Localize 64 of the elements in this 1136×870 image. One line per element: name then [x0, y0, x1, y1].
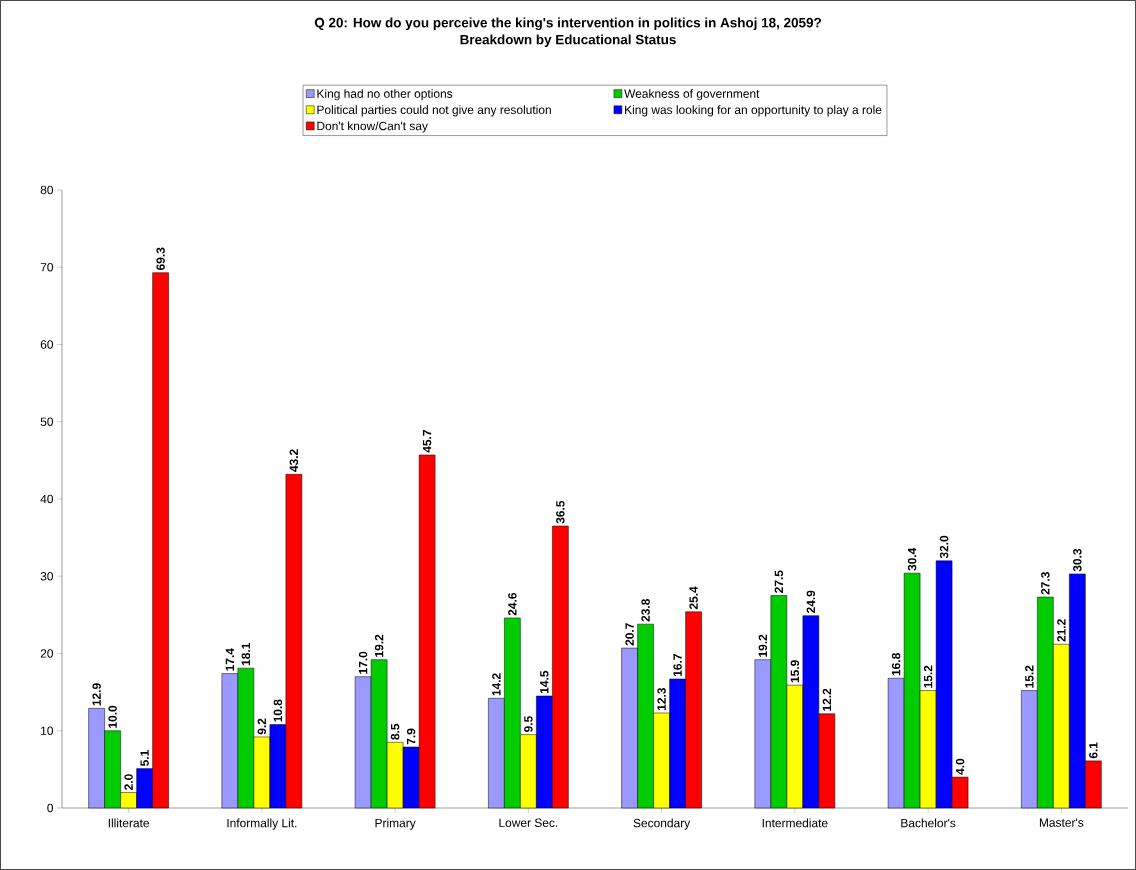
- data-label: 12.9: [92, 683, 101, 706]
- data-label: 20.7: [625, 623, 634, 646]
- data-label: 7.9: [406, 728, 416, 745]
- y-tick-label: 0: [47, 803, 54, 813]
- data-label: 17.0: [358, 651, 368, 674]
- data-label: 43.2: [289, 449, 299, 472]
- data-label: 15.2: [1025, 665, 1034, 688]
- y-tick-label: 80: [40, 185, 54, 195]
- data-label: 14.2: [492, 673, 501, 696]
- data-label: 32.0: [939, 535, 949, 559]
- x-tick-label: Secondary: [633, 818, 691, 830]
- data-label: 21.2: [1057, 619, 1066, 642]
- legend-label: Political parties could not give any resolution: [317, 105, 551, 117]
- data-label: 45.7: [422, 430, 432, 453]
- data-label: 15.2: [923, 665, 933, 688]
- data-label: 24.9: [806, 590, 816, 614]
- data-label: 9.2: [257, 718, 267, 735]
- data-label: 16.7: [673, 654, 682, 677]
- x-tick-label: Bachelor's: [901, 818, 956, 828]
- y-tick-label: 70: [40, 263, 54, 272]
- data-label: 5.1: [140, 750, 149, 767]
- y-tick-label: 60: [40, 340, 54, 349]
- data-label: 24.6: [508, 592, 517, 616]
- legend-label: Weakness of government: [624, 89, 760, 101]
- data-label: 25.4: [689, 586, 698, 610]
- data-label: 10.8: [273, 699, 283, 722]
- data-label: 12.3: [657, 687, 666, 711]
- data-label: 6.1: [1089, 742, 1098, 759]
- y-tick-label: 50: [40, 417, 54, 426]
- data-label: 69.3: [156, 247, 165, 271]
- data-label: 30.4: [907, 547, 917, 571]
- data-label: 4.0: [955, 758, 965, 775]
- data-label: 9.5: [524, 716, 533, 732]
- data-label: 30.3: [1073, 548, 1082, 572]
- data-label: 2.0: [124, 774, 133, 790]
- data-label: 18.1: [241, 643, 251, 666]
- data-label: 10.0: [108, 705, 117, 728]
- x-tick-label: Primary: [375, 818, 416, 830]
- y-tick-label: 30: [40, 572, 54, 581]
- chart-title: Q 20: How do you perceive the king's intervention in politics in Ashoj 18, 2059?: [314, 17, 821, 31]
- y-tick-label: 40: [40, 494, 54, 504]
- data-label: 19.2: [374, 634, 384, 657]
- data-label: 14.5: [540, 670, 549, 694]
- data-label: 23.8: [641, 599, 650, 622]
- data-label: 8.5: [390, 723, 400, 740]
- data-label: 15.9: [790, 660, 800, 683]
- data-label: 17.4: [225, 648, 234, 671]
- data-label: 36.5: [556, 500, 565, 524]
- legend-label: Don't know/Can't say: [317, 121, 428, 133]
- data-label: 19.2: [758, 634, 768, 657]
- chart-subtitle: Breakdown by Educational Status: [460, 34, 676, 47]
- data-label: 27.5: [774, 570, 784, 593]
- x-tick-label: Master's: [1039, 818, 1084, 827]
- x-tick-label: Intermediate: [762, 818, 828, 828]
- y-tick-label: 20: [40, 649, 54, 658]
- data-label: 16.8: [891, 653, 901, 676]
- data-label: 12.2: [822, 688, 832, 711]
- data-label: 27.3: [1041, 572, 1050, 595]
- x-tick-label: Informally Lit.: [227, 818, 297, 830]
- x-tick-label: Lower Sec.: [499, 818, 558, 827]
- legend-label: King was looking for an opportunity to play a role: [625, 105, 882, 117]
- x-tick-label: Illiterate: [108, 818, 150, 828]
- y-tick-label: 10: [41, 726, 54, 735]
- legend-label: King had no other options: [317, 89, 453, 101]
